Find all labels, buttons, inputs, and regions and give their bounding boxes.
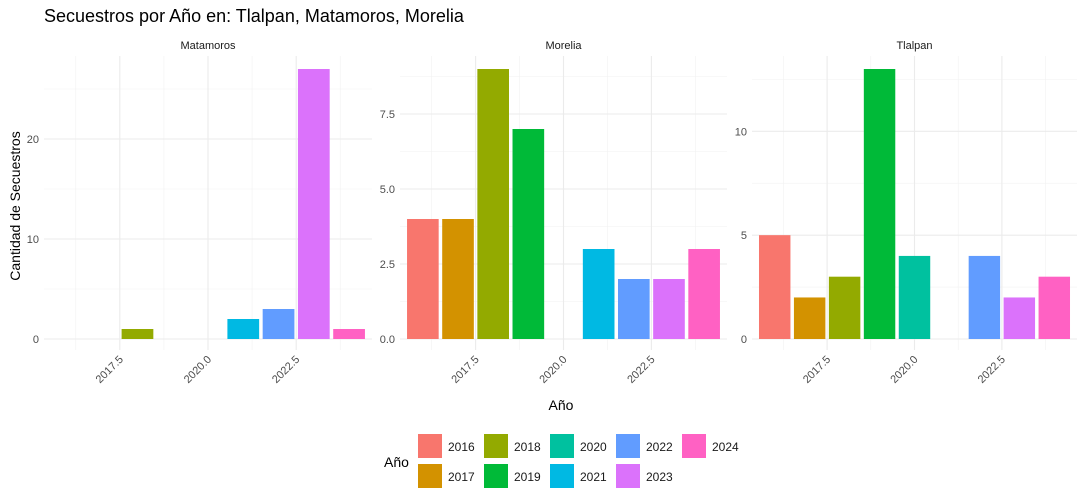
legend-item-2024: 2024: [682, 434, 739, 458]
legend-item-2023: 2023: [616, 464, 673, 488]
bar-tlalpan-2020: [898, 255, 931, 339]
legend-key: [550, 434, 574, 458]
bar-morelia-2022: [618, 279, 650, 339]
legend-item-2020: 2020: [550, 434, 607, 458]
legend-label: 2018: [514, 440, 541, 454]
y-tick-label: 10: [27, 234, 39, 246]
facet-morelia: Morelia 0.0 2.5 5.0 7.5 2017.5 2020.0 2022.5: [380, 40, 727, 386]
legend: Año 2016 2017 2018 2019 2020 2021 2022 2023 2024: [384, 434, 739, 488]
bar-matamoros-2022: [262, 309, 295, 339]
bar-morelia-2019: [512, 129, 545, 339]
legend-label: 2022: [646, 440, 673, 454]
facets-layer: Matamoros 0 10 20 2017.5 2020.0 2022.5 Morelia 0…: [27, 40, 1077, 386]
bar-morelia-2017: [442, 219, 474, 339]
x-tick-label: 2020.0: [888, 354, 920, 386]
legend-title: Año: [384, 454, 409, 470]
bar-tlalpan-2022: [968, 255, 1001, 339]
legend-label: 2024: [712, 440, 739, 454]
x-tick-label: 2017.5: [94, 354, 126, 386]
bar-morelia-2018: [477, 69, 509, 339]
legend-label: 2016: [448, 440, 475, 454]
bar-tlalpan-2017: [793, 297, 826, 339]
legend-label: 2019: [514, 470, 541, 484]
y-tick-label: 5: [741, 230, 747, 242]
bar-matamoros-2023: [297, 69, 330, 339]
facet-matamoros: Matamoros 0 10 20 2017.5 2020.0 2022.5: [27, 40, 372, 386]
legend-label: 2020: [580, 440, 607, 454]
y-axis-title: Cantidad de Secuestros: [7, 131, 23, 280]
chart-title: Secuestros por Año en: Tlalpan, Matamoro…: [44, 6, 465, 26]
bar-tlalpan-2023: [1003, 297, 1036, 339]
legend-item-2019: 2019: [484, 464, 541, 488]
x-tick-label: 2022.5: [625, 354, 657, 386]
bar-morelia-2016: [407, 219, 439, 339]
facet-strip-label: Matamoros: [180, 40, 236, 52]
facet-strip-label: Tlalpan: [896, 40, 932, 52]
bar-morelia-2024: [688, 249, 720, 339]
legend-label: 2021: [580, 470, 607, 484]
x-tick-label: 2020.0: [182, 354, 214, 386]
bar-matamoros-2024: [333, 329, 365, 339]
bar-tlalpan-2019: [863, 69, 896, 339]
bar-morelia-2023: [653, 279, 685, 339]
legend-item-2017: 2017: [418, 464, 475, 488]
y-tick-label: 0: [741, 334, 747, 346]
legend-key: [550, 464, 574, 488]
facet-tlalpan: Tlalpan 0 5 10 2017.5 2020.0 2022.5: [735, 40, 1077, 386]
legend-item-2016: 2016: [418, 434, 475, 458]
legend-label: 2023: [646, 470, 673, 484]
legend-item-2018: 2018: [484, 434, 541, 458]
x-tick-label: 2020.0: [537, 354, 569, 386]
y-tick-label: 0.0: [380, 334, 395, 346]
bar-tlalpan-2018: [828, 276, 861, 339]
legend-item-2022: 2022: [616, 434, 673, 458]
legend-key: [418, 464, 442, 488]
legend-key: [682, 434, 706, 458]
legend-item-2021: 2021: [550, 464, 607, 488]
y-tick-label: 10: [735, 126, 747, 138]
y-tick-label: 5.0: [380, 184, 395, 196]
y-tick-label: 7.5: [380, 109, 395, 121]
legend-key: [616, 434, 640, 458]
x-axis-title: Año: [549, 397, 574, 413]
legend-label: 2017: [448, 470, 475, 484]
y-tick-label: 2.5: [380, 259, 395, 271]
legend-key: [484, 434, 508, 458]
legend-key: [418, 434, 442, 458]
facet-strip-label: Morelia: [545, 40, 582, 52]
x-tick-label: 2022.5: [270, 354, 302, 386]
y-tick-label: 0: [33, 334, 39, 346]
bar-tlalpan-2024: [1038, 276, 1071, 339]
bar-tlalpan-2016: [758, 235, 791, 339]
legend-key: [616, 464, 640, 488]
x-tick-label: 2017.5: [449, 354, 481, 386]
bar-morelia-2021: [582, 249, 615, 339]
y-tick-label: 20: [27, 134, 39, 146]
legend-key: [484, 464, 508, 488]
bar-matamoros-2018: [121, 329, 154, 339]
x-tick-label: 2017.5: [801, 354, 833, 386]
bar-matamoros-2021: [227, 319, 260, 339]
x-tick-label: 2022.5: [976, 354, 1008, 386]
